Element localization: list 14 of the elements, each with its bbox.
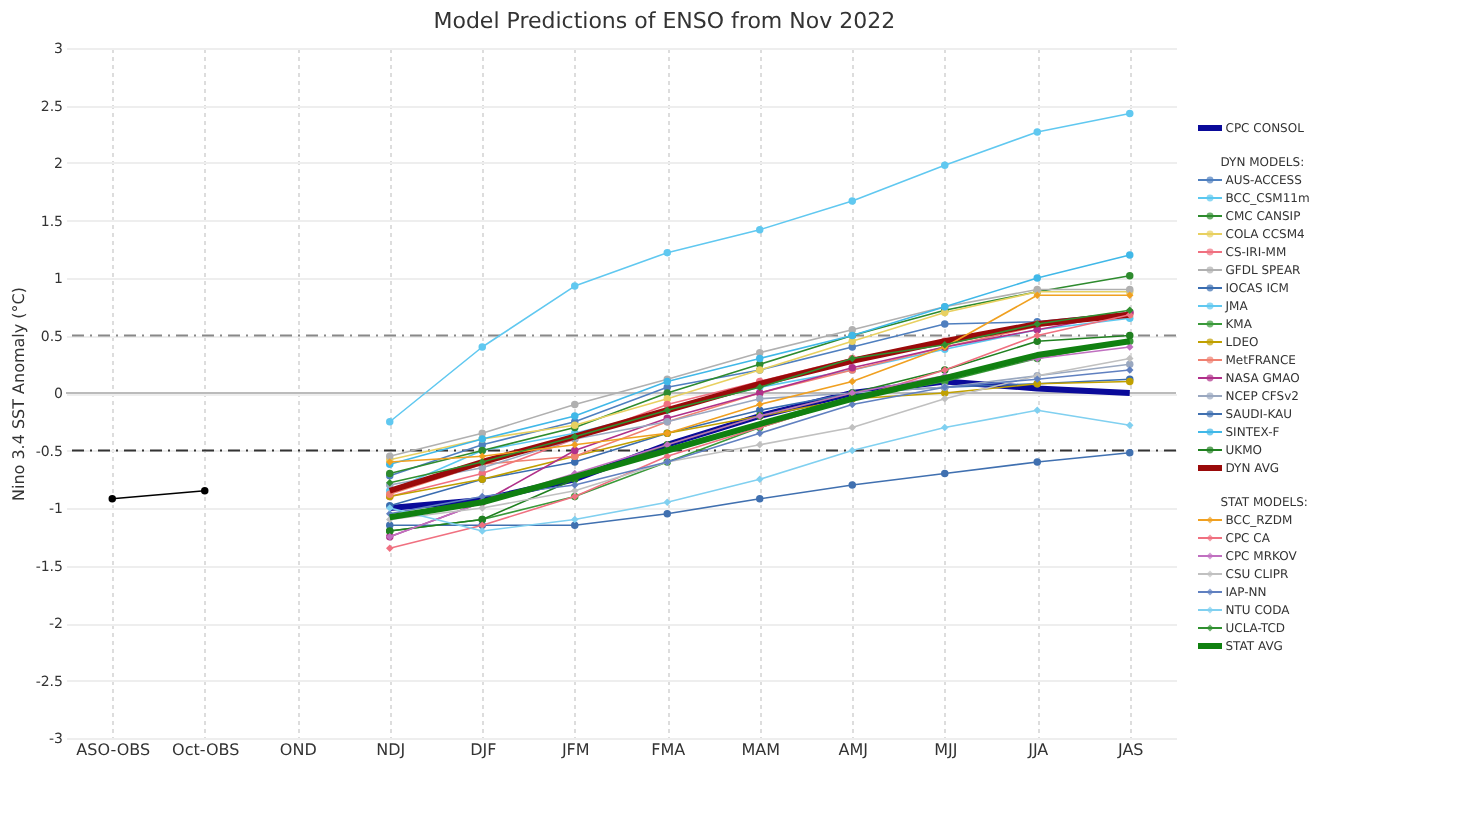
y-axis-title: Nino 3.4 SST Anomaly (°C): [9, 286, 28, 502]
x-tick-label: MJJ: [934, 741, 958, 759]
x-tick-label: AMJ: [838, 741, 868, 759]
x-tick-label: DJF: [470, 741, 498, 759]
x-tick-label: JFM: [559, 741, 590, 759]
x-tick-label: FMA: [651, 741, 687, 759]
x-tick-label: OND: [279, 741, 317, 759]
x-tick-label: MAM: [741, 741, 781, 759]
x-tick-label: NDJ: [376, 741, 406, 759]
x-tick-label: JJA: [1026, 741, 1050, 759]
x-tick-label: ASO-OBS: [76, 741, 151, 759]
x-tick-label: JAS: [1115, 741, 1144, 759]
chart-title: Model Predictions of ENSO from Nov 2022: [433, 8, 896, 34]
x-tick-label: Oct-OBS: [172, 741, 240, 759]
